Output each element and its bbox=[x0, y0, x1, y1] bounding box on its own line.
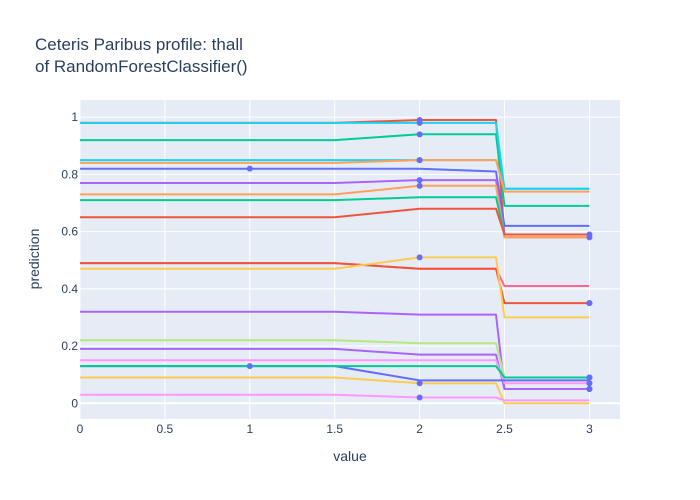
x-tick-label: 1.5 bbox=[326, 422, 343, 436]
observation-point bbox=[416, 254, 423, 261]
observation-point bbox=[586, 374, 593, 381]
x-tick-label: 2 bbox=[416, 422, 423, 436]
y-tick-label: 0 bbox=[71, 396, 78, 410]
chart-title-line-2: of RandomForestClassifier() bbox=[35, 57, 248, 76]
observation-point bbox=[586, 234, 593, 241]
y-axis-label: prediction bbox=[26, 229, 42, 290]
observation-point bbox=[416, 394, 423, 401]
observation-point bbox=[586, 300, 593, 307]
y-tick-label: 0.2 bbox=[61, 339, 78, 353]
x-tick-label: 2.5 bbox=[496, 422, 513, 436]
observation-point bbox=[586, 385, 593, 392]
observation-point bbox=[246, 165, 253, 172]
observation-point bbox=[416, 131, 423, 138]
chart-title-line-1: Ceteris Paribus profile: thall bbox=[35, 35, 243, 54]
observation-point bbox=[586, 380, 593, 387]
series-line bbox=[80, 262, 590, 305]
y-tick-label: 0.4 bbox=[61, 282, 78, 296]
plot-area bbox=[80, 100, 620, 419]
y-tick-label: 0.6 bbox=[61, 225, 78, 239]
series-line bbox=[80, 347, 590, 390]
observation-point bbox=[416, 157, 423, 164]
observation-point bbox=[416, 380, 423, 387]
x-tick-label: 0.5 bbox=[157, 422, 174, 436]
y-axis-ticks: 0 0.2 0.4 0.6 0.8 1 bbox=[61, 110, 78, 410]
observation-point bbox=[246, 363, 253, 370]
x-tick-label: 0 bbox=[77, 422, 84, 436]
x-axis-label: value bbox=[333, 448, 367, 464]
observation-point bbox=[416, 182, 423, 189]
x-tick-label: 1 bbox=[246, 422, 253, 436]
observation-points bbox=[246, 117, 593, 401]
series-line bbox=[80, 359, 590, 385]
series-line bbox=[80, 207, 590, 236]
x-tick-label: 3 bbox=[586, 422, 593, 436]
y-tick-label: 0.8 bbox=[61, 167, 78, 181]
x-axis-ticks: 0 0.5 1 1.5 2 2.5 3 bbox=[77, 422, 593, 436]
observation-point bbox=[416, 177, 423, 184]
y-tick-label: 1 bbox=[71, 110, 78, 124]
observation-point bbox=[416, 119, 423, 126]
